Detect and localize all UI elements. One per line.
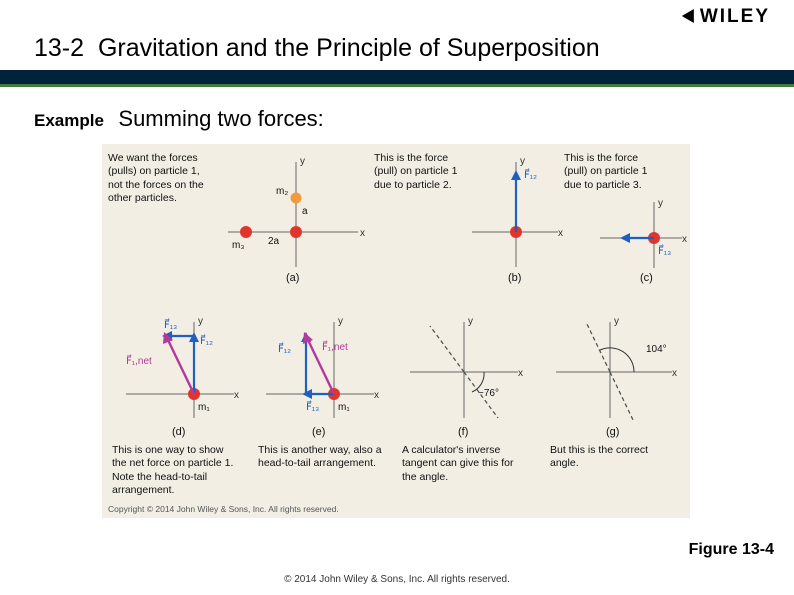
svg-text:F⃗₁,net: F⃗₁,net (126, 354, 152, 367)
svg-text:104°: 104° (646, 344, 667, 355)
header: WILEY 13-2 Gravitation and the Principle… (0, 0, 794, 78)
example-row: Example Summing two forces: (34, 106, 770, 132)
brand-logo: WILEY (700, 6, 770, 28)
example-text: Summing two forces: (118, 106, 323, 131)
caption-g: But this is the correct angle. (550, 444, 676, 471)
svg-text:a: a (302, 206, 308, 217)
svg-text:F⃗₁,net: F⃗₁,net (322, 340, 348, 353)
svg-text:m₁: m₁ (198, 402, 210, 413)
svg-text:y: y (520, 156, 525, 167)
diagram-g: x y 104° (550, 314, 680, 424)
svg-text:2a: 2a (268, 236, 280, 247)
svg-text:F⃗₁₃: F⃗₁₃ (306, 400, 319, 413)
svg-text:F⃗₁₂: F⃗₁₂ (200, 334, 213, 347)
caption-b: This is the force (pull) on particle 1 d… (374, 152, 470, 192)
svg-text:F⃗₁₃: F⃗₁₃ (164, 318, 177, 331)
svg-text:y: y (338, 316, 343, 327)
sublabel-a: (a) (286, 272, 299, 284)
svg-text:−76°: −76° (478, 388, 499, 399)
caption-d: This is one way to show the net force on… (112, 444, 238, 498)
svg-text:x: x (234, 390, 239, 401)
sublabel-b: (b) (508, 272, 521, 284)
section-number: 13-2 (34, 34, 84, 62)
svg-text:m₃: m₃ (232, 240, 244, 251)
svg-text:x: x (682, 234, 687, 245)
svg-text:x: x (518, 368, 523, 379)
svg-text:y: y (468, 316, 473, 327)
sublabel-f: (f) (458, 426, 468, 438)
caption-f: A calculator's inverse tangent can give … (402, 444, 528, 484)
caption-a: We want the forces (pulls) on particle 1… (108, 152, 212, 206)
section-title: 13-2 Gravitation and the Principle of Su… (0, 34, 794, 63)
header-dark-bar (0, 70, 794, 84)
sublabel-g: (g) (606, 426, 619, 438)
svg-text:y: y (198, 316, 203, 327)
svg-text:y: y (658, 198, 663, 209)
diagram-f: x y −76° (404, 314, 524, 424)
caption-c: This is the force (pull) on particle 1 d… (564, 152, 660, 192)
sublabel-d: (d) (172, 426, 185, 438)
diagram-b: x y F⃗₁₂ (468, 152, 564, 272)
diagram-e: x y m₁ F⃗₁₃ F⃗₁₂ F⃗₁,net (260, 314, 380, 424)
footer-copyright: © 2014 John Wiley & Sons, Inc. All right… (0, 574, 794, 585)
section-title-row: 13-2 Gravitation and the Principle of Su… (0, 34, 794, 63)
figure-number: Figure 13-4 (689, 541, 774, 559)
figure-panel: We want the forces (pulls) on particle 1… (102, 144, 690, 518)
diagram-d: x y m₁ F⃗₁₂ F⃗₁₃ F⃗₁,net (120, 314, 240, 424)
svg-text:m₁: m₁ (338, 402, 350, 413)
figure-inner-copyright: Copyright © 2014 John Wiley & Sons, Inc.… (108, 504, 339, 514)
svg-text:x: x (360, 228, 365, 239)
svg-text:F⃗₁₃: F⃗₁₃ (658, 244, 671, 257)
svg-text:x: x (374, 390, 379, 401)
section-title-text: Gravitation and the Principle of Superpo… (98, 34, 600, 62)
svg-text:m₂: m₂ (276, 186, 288, 197)
example-label: Example (34, 111, 104, 130)
svg-text:F⃗₁₂: F⃗₁₂ (278, 342, 291, 355)
diagram-c: x y F⃗₁₃ (596, 198, 688, 272)
svg-text:y: y (300, 156, 305, 167)
svg-text:x: x (672, 368, 677, 379)
diagram-a: x y m₃ 2a m₂ a (218, 152, 368, 272)
sublabel-e: (e) (312, 426, 325, 438)
sublabel-c: (c) (640, 272, 653, 284)
caption-e: This is another way, also a head-to-tail… (258, 444, 384, 471)
svg-text:x: x (558, 228, 563, 239)
svg-text:F⃗₁₂: F⃗₁₂ (524, 168, 537, 181)
header-green-line (0, 84, 794, 87)
svg-text:y: y (614, 316, 619, 327)
